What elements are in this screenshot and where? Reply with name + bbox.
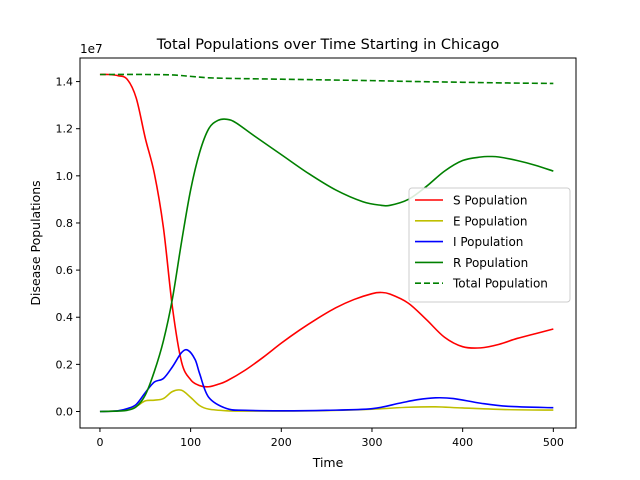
x-tick-label: 0 xyxy=(96,436,103,449)
y-tick-label: 1.4 xyxy=(56,76,74,89)
y-tick-label: 1.0 xyxy=(56,170,74,183)
y-tick-label: 1.2 xyxy=(56,123,74,136)
series-layer xyxy=(99,73,554,413)
x-axis-label: Time xyxy=(312,455,344,470)
y-tick-label: 0.6 xyxy=(56,264,74,277)
y-axis: 0.0 0.2 0.4 0.6 0.8 1.0 1.2 1.4 xyxy=(56,76,80,419)
y-tick-label: 0.4 xyxy=(56,311,74,324)
x-tick-label: 300 xyxy=(361,436,382,449)
x-tick-label: 100 xyxy=(180,436,201,449)
series-line-2 xyxy=(99,389,554,413)
series-line-3 xyxy=(99,348,554,413)
legend-label: R Population xyxy=(453,256,528,270)
plot-frame xyxy=(79,57,577,429)
series-line-4 xyxy=(99,118,554,413)
chart-title: Total Populations over Time Starting in … xyxy=(156,37,500,53)
y-axis-label: Disease Populations xyxy=(28,180,43,305)
y-offset-label: 1e7 xyxy=(80,42,103,56)
x-tick-label: 400 xyxy=(452,436,473,449)
x-tick-label: 200 xyxy=(271,436,292,449)
series-line-5 xyxy=(99,73,554,85)
legend: S Population E Population I Population R Po… xyxy=(408,187,571,303)
legend-label: E Population xyxy=(453,214,527,228)
y-tick-label: 0.2 xyxy=(56,358,74,371)
y-tick-label: 0.0 xyxy=(56,406,74,419)
y-tick-label: 0.8 xyxy=(56,217,74,230)
legend-label: Total Population xyxy=(452,277,548,291)
x-tick-label: 500 xyxy=(543,436,564,449)
x-axis: 0 100 200 300 400 500 xyxy=(96,428,564,449)
legend-label: S Population xyxy=(453,194,527,208)
legend-label: I Population xyxy=(453,235,523,249)
series-line-1 xyxy=(99,73,554,388)
legend-box xyxy=(408,187,571,303)
